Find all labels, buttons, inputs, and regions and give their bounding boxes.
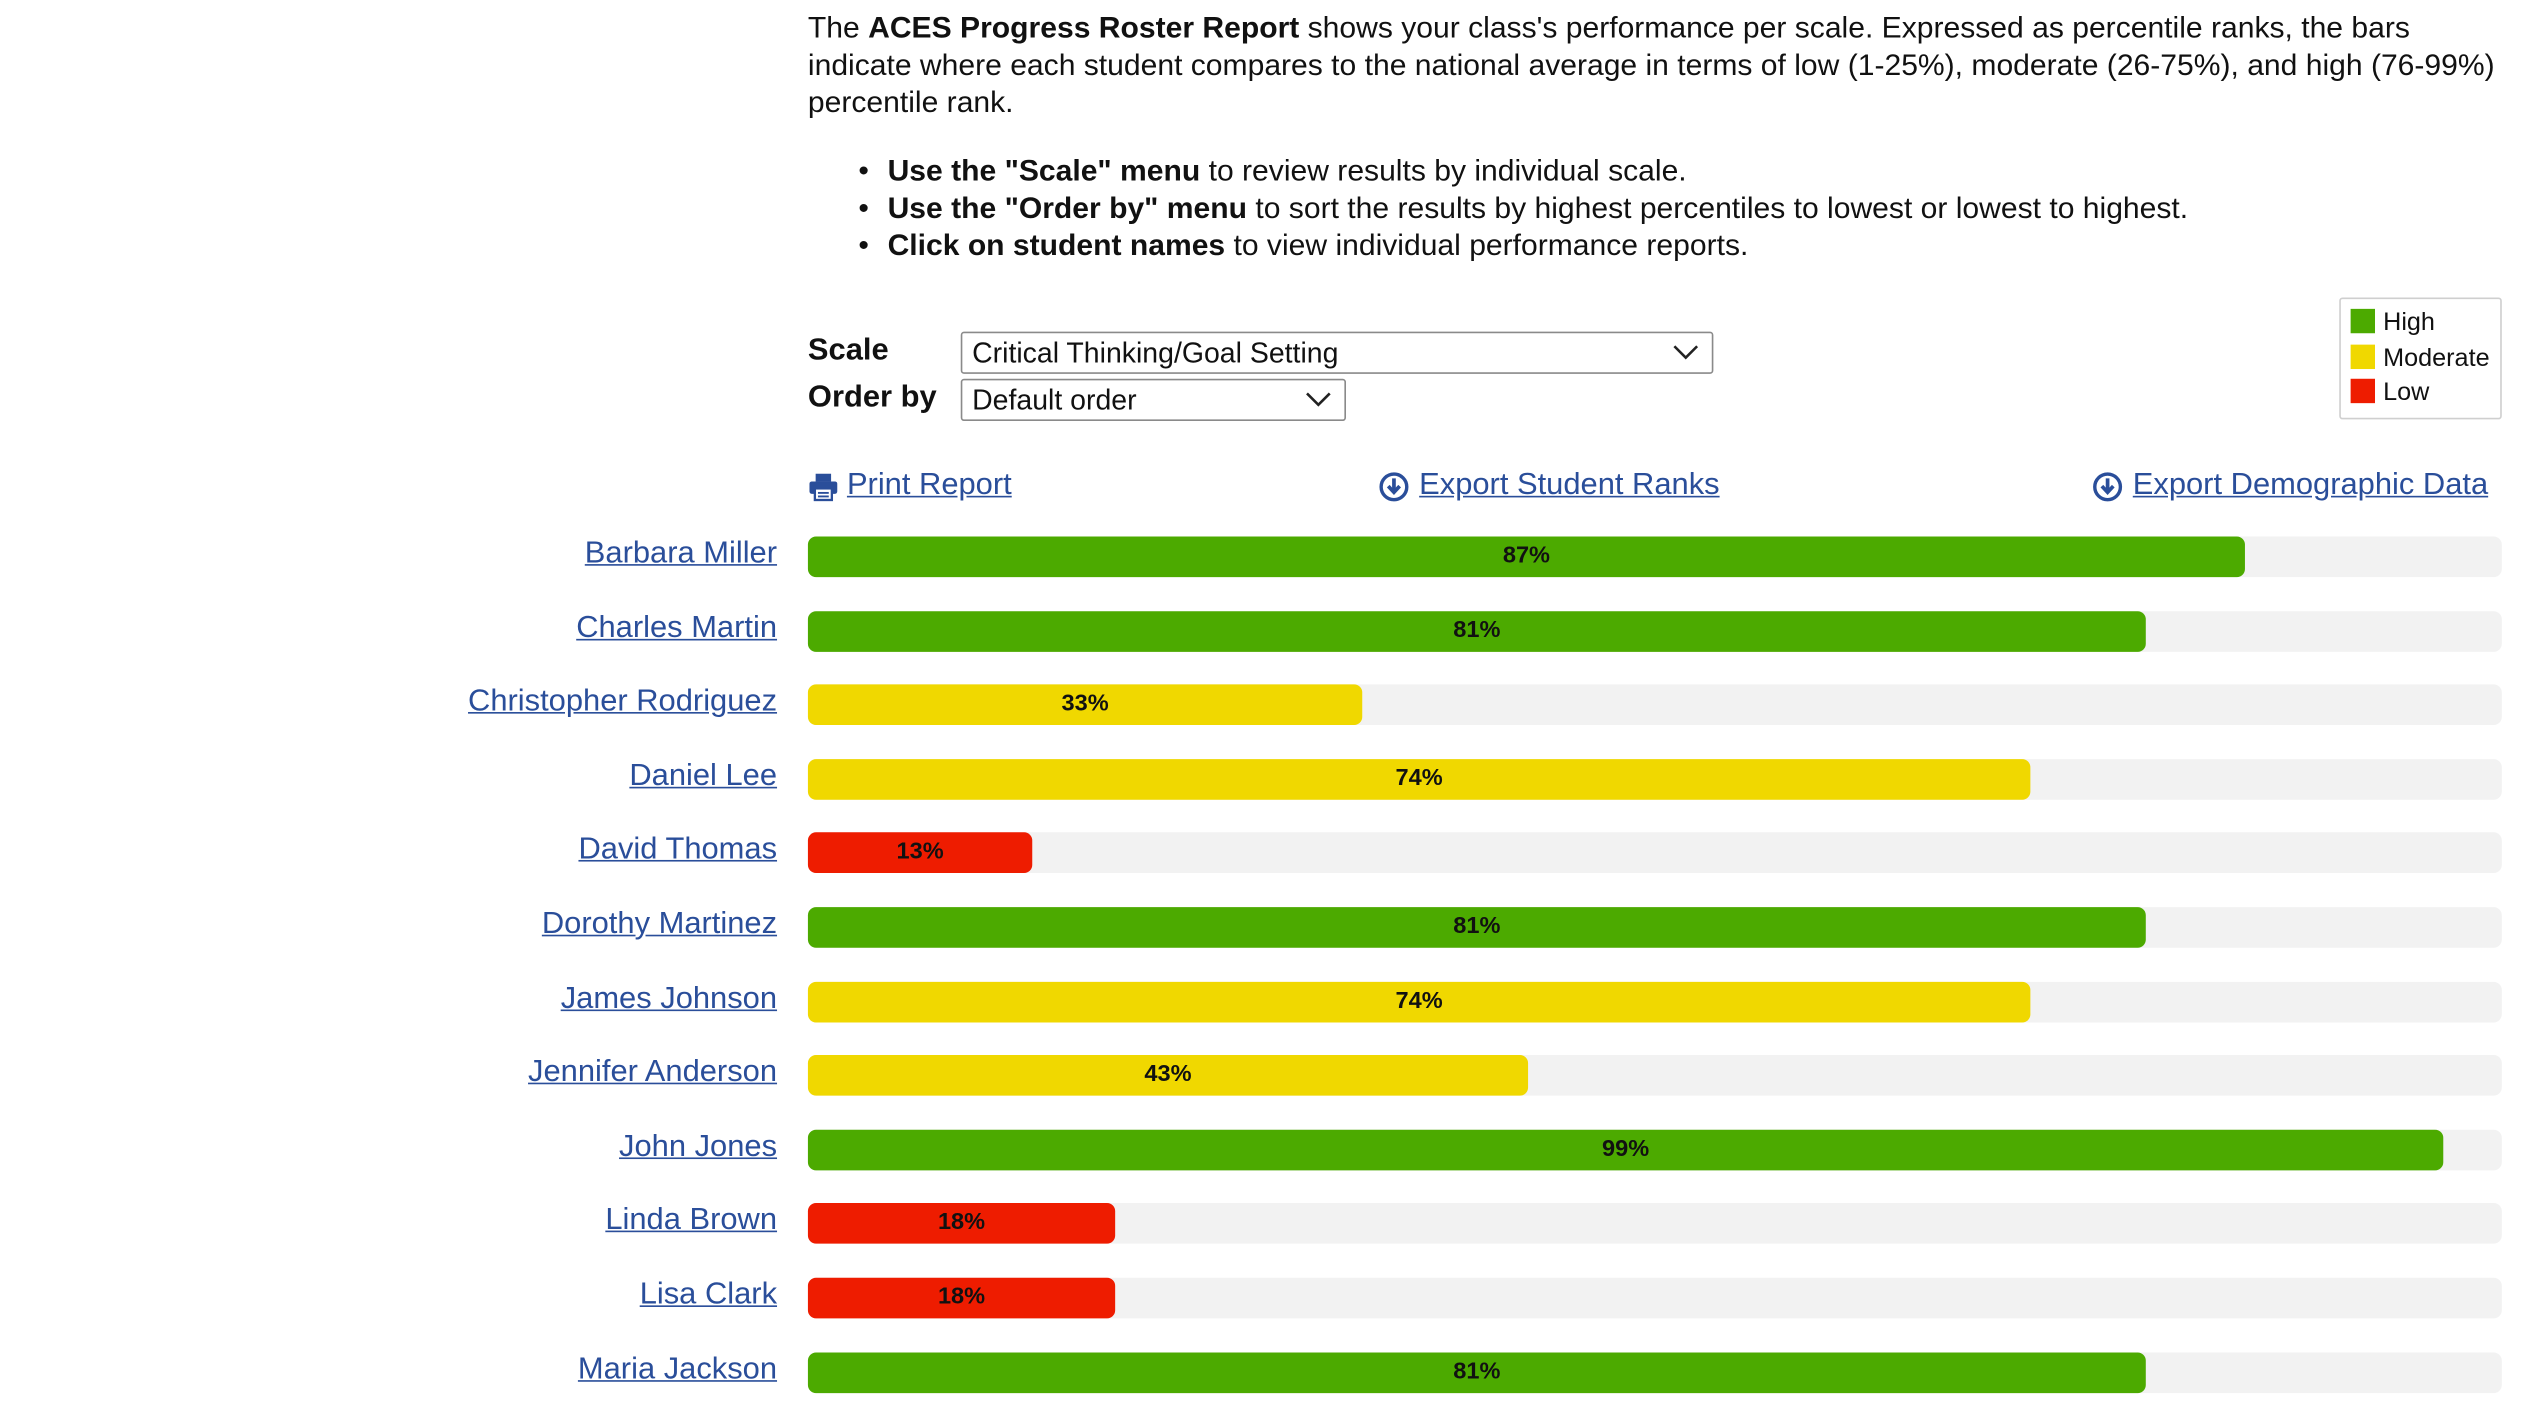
export-demographic-data-link[interactable]: Export Demographic Data	[2092, 465, 2488, 507]
legend-label: Moderate	[2383, 344, 2490, 373]
percentile-bar-fill: 74%	[807, 758, 2031, 800]
order-by-label: Order by	[807, 380, 937, 415]
print-report-label: Print Report	[846, 468, 1012, 503]
student-name-link[interactable]: Christopher Rodriguez	[468, 684, 778, 719]
student-name-link[interactable]: Charles Martin	[576, 610, 778, 645]
export-student-ranks-link[interactable]: Export Student Ranks	[1379, 465, 1720, 507]
intro-post: shows your class's performance per scale…	[807, 9, 2495, 119]
percentile-value: 74%	[1395, 987, 1443, 1014]
student-name-link[interactable]: Lisa Clark	[639, 1277, 778, 1312]
report-name: ACES Progress Roster Report	[868, 9, 1300, 44]
percentile-bar-track: 99%	[807, 1129, 2502, 1171]
percentile-bar-track: 81%	[807, 907, 2502, 948]
percentile-value: 99%	[1602, 1135, 1650, 1162]
order-by-select-value: Default order	[972, 383, 1137, 417]
percentile-bar-track: 81%	[807, 1351, 2502, 1393]
legend: High Moderate Low	[2339, 297, 2502, 420]
percentile-value: 18%	[937, 1284, 986, 1311]
instruction-item: • Use the "Scale" menu to review results …	[858, 151, 2499, 188]
percentile-bar-fill: 81%	[807, 1351, 2146, 1393]
percentile-bar-track: 74%	[807, 758, 2502, 800]
instructions-list: • Use the "Scale" menu to review results …	[808, 151, 2499, 263]
percentile-bar-track: 74%	[807, 981, 2502, 1022]
percentile-bar-fill: 13%	[807, 832, 1033, 874]
percentile-bar-track: 43%	[807, 1055, 2502, 1096]
intro-paragraph: The ACES Progress Roster Report shows yo…	[808, 8, 2499, 120]
percentile-bar-track: 13%	[807, 832, 2502, 874]
percentile-bar-track: 81%	[807, 610, 2502, 652]
student-name-link[interactable]: John Jones	[619, 1129, 778, 1164]
instruction-strong: Click on student names	[887, 227, 1226, 262]
legend-label: High	[2383, 308, 2435, 337]
percentile-bar-track: 18%	[807, 1203, 2502, 1245]
legend-swatch-moderate	[2350, 344, 2376, 370]
instruction-strong: Use the "Order by" menu	[887, 190, 1248, 225]
percentile-value: 81%	[1453, 913, 1501, 940]
legend-swatch-high	[2350, 308, 2376, 334]
percentile-bar-fill: 81%	[807, 907, 2146, 948]
legend-item-low: Low	[2350, 378, 2430, 408]
instruction-text: to view individual performance reports.	[1225, 227, 1749, 262]
bullet-icon: •	[858, 152, 869, 187]
percentile-bar-fill: 18%	[807, 1203, 1116, 1245]
percentile-bar-track: 33%	[807, 684, 2502, 726]
legend-item-high: High	[2350, 308, 2435, 338]
student-name-link[interactable]: Dorothy Martinez	[541, 907, 778, 942]
student-name-link[interactable]: Maria Jackson	[577, 1351, 778, 1386]
percentile-bar-fill: 33%	[807, 684, 1363, 726]
percentile-value: 33%	[1061, 691, 1109, 718]
percentile-value: 87%	[1502, 542, 1551, 569]
percentile-value: 81%	[1453, 617, 1501, 644]
percentile-bar-fill: 87%	[807, 536, 2245, 578]
intro-pre: The	[807, 9, 869, 44]
percentile-bar-track: 18%	[807, 1277, 2502, 1319]
chevron-down-icon	[1673, 345, 1699, 360]
scale-label: Scale	[807, 333, 889, 368]
student-name-link[interactable]: James Johnson	[560, 981, 778, 1016]
percentile-value: 43%	[1144, 1061, 1192, 1088]
percentile-bar-fill: 99%	[807, 1129, 2444, 1171]
percentile-bar-fill: 18%	[807, 1277, 1116, 1319]
order-by-select[interactable]: Default order	[960, 378, 1346, 422]
percentile-value: 81%	[1453, 1358, 1501, 1385]
report-description: The ACES Progress Roster Report shows yo…	[808, 8, 2499, 263]
print-report-link[interactable]: Print Report	[808, 465, 1012, 507]
student-name-link[interactable]: Barbara Miller	[584, 536, 778, 571]
legend-item-moderate: Moderate	[2350, 344, 2490, 374]
export-demographic-data-label: Export Demographic Data	[2132, 468, 2489, 503]
percentile-value: 74%	[1395, 765, 1443, 792]
download-circle-icon	[2093, 472, 2123, 502]
percentile-bar-fill: 43%	[807, 1055, 1529, 1096]
scale-select[interactable]: Critical Thinking/Goal Setting	[960, 331, 1714, 374]
printer-icon	[809, 473, 838, 502]
student-name-link[interactable]: David Thomas	[578, 832, 778, 868]
instruction-text: to review results by individual scale.	[1200, 152, 1687, 187]
student-name-link[interactable]: Daniel Lee	[629, 758, 778, 793]
percentile-value: 18%	[937, 1210, 986, 1237]
instruction-strong: Use the "Scale" menu	[887, 152, 1201, 187]
percentile-bar-track: 87%	[807, 536, 2502, 578]
legend-label: Low	[2383, 378, 2430, 407]
chevron-down-icon	[1306, 392, 1331, 407]
scale-select-value: Critical Thinking/Goal Setting	[972, 336, 1339, 370]
student-name-link[interactable]: Jennifer Anderson	[528, 1055, 778, 1090]
percentile-value: 13%	[896, 839, 944, 866]
instruction-item: • Click on student names to view individu…	[858, 226, 2499, 263]
download-circle-icon	[1379, 472, 1409, 502]
percentile-bar-fill: 74%	[807, 981, 2031, 1022]
student-name-link[interactable]: Linda Brown	[605, 1203, 778, 1238]
bullet-icon: •	[858, 227, 869, 262]
percentile-bar-fill: 81%	[807, 610, 2146, 652]
export-student-ranks-label: Export Student Ranks	[1419, 468, 1720, 503]
instruction-text: to sort the results by highest percentil…	[1247, 190, 2189, 225]
bullet-icon: •	[858, 190, 869, 225]
legend-swatch-low	[2350, 378, 2376, 404]
instruction-item: • Use the "Order by" menu to sort the res…	[858, 189, 2499, 226]
